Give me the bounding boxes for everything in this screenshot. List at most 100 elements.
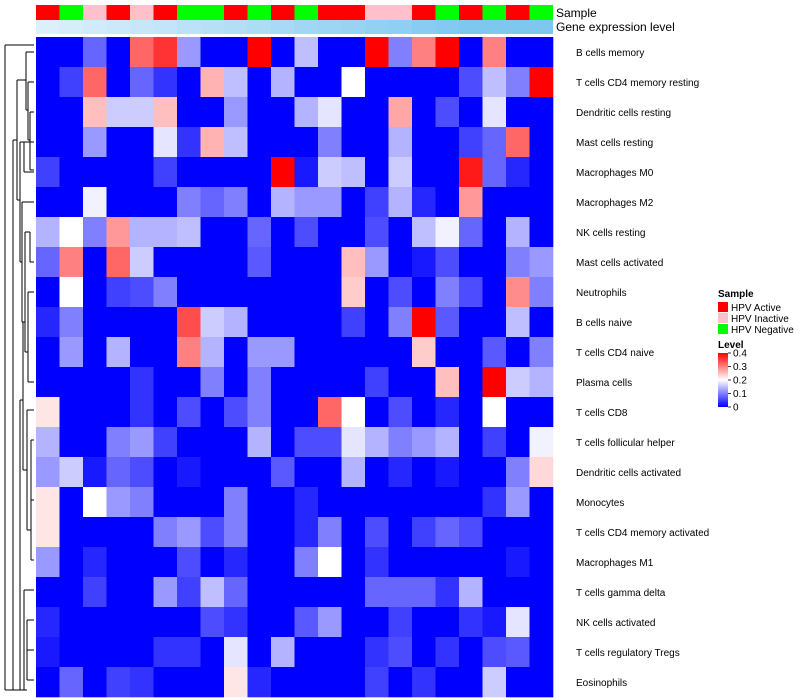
heatmap-cell	[83, 517, 107, 548]
heatmap-cell	[365, 637, 389, 668]
heatmap-cell	[388, 397, 413, 428]
heatmap-cell	[153, 277, 178, 308]
row-label: Eosinophils	[576, 678, 627, 689]
heatmap-cell	[153, 67, 178, 98]
row-label: T cells CD4 memory resting	[576, 78, 699, 89]
heatmap-cell	[482, 217, 507, 248]
heatmap-cell	[459, 547, 483, 578]
heatmap-cell	[435, 127, 460, 158]
heatmap-cell	[59, 307, 84, 338]
heatmap-cell	[318, 37, 342, 68]
heatmap-cell	[435, 337, 460, 368]
heatmap-cell	[106, 187, 131, 218]
heatmap-cell	[506, 547, 530, 578]
heatmap-cell	[506, 127, 530, 158]
sample-legend-label: HPV Negative	[731, 325, 794, 336]
heatmap-cell	[294, 127, 319, 158]
expression-annotation-cell	[177, 20, 201, 34]
expression-annotation-cell	[506, 20, 530, 34]
heatmap-cell	[177, 547, 201, 578]
heatmap-cell	[459, 277, 483, 308]
heatmap-cell	[294, 457, 319, 488]
heatmap-cell	[388, 337, 413, 368]
heatmap-cell	[529, 247, 554, 278]
heatmap-cell	[412, 487, 436, 518]
sample-annotation-cell	[224, 5, 248, 20]
heatmap-cell	[200, 277, 225, 308]
heatmap-cell	[247, 637, 272, 668]
sample-legend-label: HPV Inactive	[731, 314, 789, 325]
heatmap-cell	[224, 637, 248, 668]
heatmap-cell	[271, 397, 295, 428]
heatmap-cell	[529, 637, 554, 668]
row-dendrogram	[4, 44, 34, 691]
expression-annotation-cell	[294, 20, 318, 34]
heatmap-cell	[341, 607, 366, 638]
heatmap-cell	[106, 517, 131, 548]
heatmap-cell	[435, 637, 460, 668]
sample-legend-swatch	[718, 302, 728, 312]
heatmap-cell	[506, 457, 530, 488]
heatmap-cell	[482, 607, 507, 638]
heatmap-cell	[36, 367, 60, 398]
sample-annotation-cell	[529, 5, 553, 20]
expression-annotation-cell	[106, 20, 130, 34]
heatmap-cell	[130, 547, 154, 578]
heatmap-cell	[529, 307, 554, 338]
heatmap-cell	[59, 67, 84, 98]
heatmap-cell	[130, 217, 154, 248]
sample-annotation-cell	[388, 5, 412, 20]
heatmap-cell	[435, 187, 460, 218]
heatmap-cell	[83, 157, 107, 188]
heatmap-cell	[200, 157, 225, 188]
level-tick-label: 0.1	[733, 389, 747, 400]
heatmap-cell	[482, 247, 507, 278]
heatmap-cell	[529, 157, 554, 188]
heatmap-cell	[83, 547, 107, 578]
heatmap-cell	[130, 157, 154, 188]
heatmap-cell	[388, 277, 413, 308]
expression-annotation-cell	[459, 20, 483, 34]
heatmap-cell	[459, 487, 483, 518]
heatmap-cell	[106, 307, 131, 338]
heatmap-cell	[247, 487, 272, 518]
heatmap-cell	[224, 517, 248, 548]
heatmap-cell	[365, 187, 389, 218]
heatmap-cell	[459, 457, 483, 488]
heatmap-cell	[459, 67, 483, 98]
heatmap-cell	[83, 397, 107, 428]
heatmap-cell	[36, 607, 60, 638]
heatmap-cell	[294, 277, 319, 308]
heatmap-cell	[200, 397, 225, 428]
heatmap-cell	[36, 637, 60, 668]
heatmap-cell	[412, 607, 436, 638]
sample-annotation-cell	[412, 5, 436, 20]
expression-annotation-cell	[247, 20, 271, 34]
heatmap-cell	[435, 427, 460, 458]
heatmap-cell	[365, 157, 389, 188]
heatmap-cell	[459, 97, 483, 128]
expression-annotation-cell	[271, 20, 295, 34]
row-label: Dendritic cells resting	[576, 108, 671, 119]
heatmap-cell	[247, 37, 272, 68]
heatmap-cell	[83, 427, 107, 458]
heatmap-cell	[435, 607, 460, 638]
heatmap-cell	[59, 427, 84, 458]
heatmap-cell	[59, 37, 84, 68]
heatmap-cell	[388, 67, 413, 98]
heatmap-cell	[130, 457, 154, 488]
heatmap-cell	[247, 277, 272, 308]
heatmap-cell	[153, 577, 178, 608]
sample-annotation-cell	[83, 5, 107, 20]
heatmap-cell	[482, 427, 507, 458]
row-label: B cells memory	[576, 48, 644, 59]
heatmap-cell	[506, 517, 530, 548]
heatmap-cell	[153, 457, 178, 488]
heatmap-cell	[506, 37, 530, 68]
heatmap-cell	[247, 97, 272, 128]
heatmap-cell	[130, 577, 154, 608]
heatmap-cell	[435, 307, 460, 338]
heatmap-cell	[106, 457, 131, 488]
heatmap-cell	[83, 607, 107, 638]
